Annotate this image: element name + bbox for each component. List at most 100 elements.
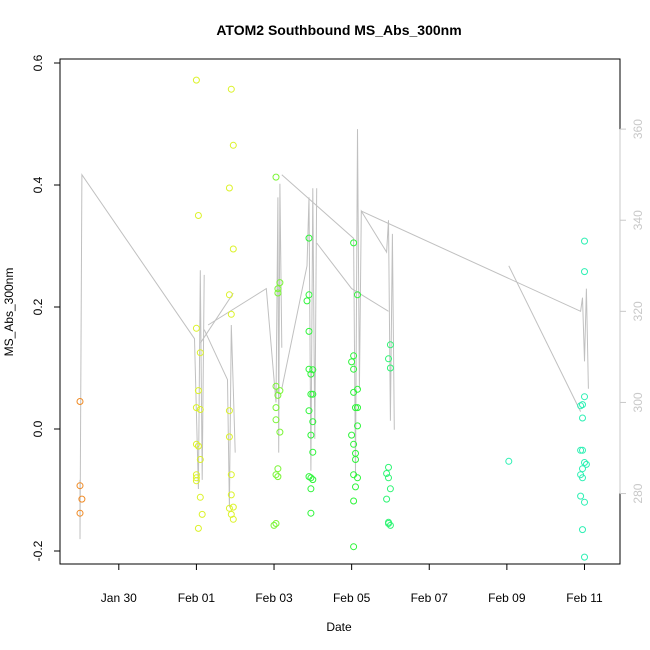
x-axis: Jan 30 Feb 01 Feb 03 Feb 05 Feb 07 Feb 09 Feb …: [101, 563, 603, 605]
data-point: [192, 324, 200, 332]
data-point: [198, 510, 206, 518]
data-point: [309, 448, 317, 456]
data-point: [227, 85, 235, 93]
y-tick-label: 0.6: [31, 54, 45, 71]
data-point: [309, 390, 317, 398]
plot-area: [59, 58, 621, 565]
data-point: [194, 387, 202, 395]
data-point: [76, 482, 84, 490]
secondary-trace-line: [207, 183, 283, 453]
secondary-trace-line: [203, 324, 236, 508]
data-point: [385, 474, 392, 482]
y-tick-label: -0.2: [31, 540, 45, 561]
data-point: [577, 492, 585, 500]
data-point: [225, 504, 233, 512]
secondary-trace-line: [281, 129, 395, 476]
data-point: [229, 515, 237, 523]
y2-axis: 280 300 320 340 360: [619, 119, 645, 504]
data-point: [386, 364, 394, 372]
data-point: [581, 459, 588, 466]
data-point: [76, 398, 84, 405]
secondary-trace-group: [79, 129, 589, 540]
data-point: [276, 279, 284, 287]
data-point: [350, 440, 358, 448]
data-point: [303, 297, 311, 305]
y-tick-label: 0.0: [31, 420, 45, 437]
data-point: [350, 388, 358, 396]
data-point: [225, 407, 233, 415]
data-point: [352, 404, 359, 412]
data-point: [309, 366, 317, 374]
y-axis-title: MS_Abs_300nm: [2, 268, 16, 357]
data-point: [309, 418, 317, 426]
y-tick-label: 0.2: [31, 298, 45, 315]
data-point: [579, 526, 586, 534]
data-point: [386, 485, 394, 493]
data-point: [227, 471, 235, 479]
y2-tick-label: 300: [631, 392, 645, 412]
data-point: [194, 212, 202, 219]
secondary-trace-line: [316, 242, 389, 312]
data-point: [229, 245, 237, 253]
y-axis: -0.2 0.0 0.2 0.4 0.6: [31, 54, 61, 561]
data-point: [354, 291, 361, 299]
data-point: [581, 237, 588, 245]
data-point: [192, 440, 200, 448]
data-point: [577, 446, 585, 454]
data-point: [270, 521, 278, 529]
data-point: [305, 291, 313, 299]
x-tick-label: Feb 09: [488, 591, 526, 605]
data-point: [227, 491, 235, 499]
data-point: [581, 268, 588, 276]
data-point: [350, 365, 358, 373]
secondary-trace-line: [199, 292, 234, 344]
data-point: [354, 422, 361, 430]
data-point: [274, 465, 282, 473]
x-tick-label: Feb 03: [255, 591, 293, 605]
data-point: [276, 428, 284, 436]
data-point: [348, 358, 356, 366]
data-point: [272, 471, 280, 479]
x-tick-label: Feb 05: [333, 591, 371, 605]
secondary-trace-line: [79, 173, 205, 540]
data-point: [350, 497, 358, 505]
data-point: [383, 470, 391, 477]
data-point: [354, 385, 361, 393]
data-point: [225, 291, 233, 299]
data-point: [192, 477, 200, 485]
data-point: [225, 433, 233, 441]
x-tick-label: Jan 30: [101, 591, 137, 605]
data-point: [227, 310, 235, 318]
data-point: [579, 414, 586, 422]
y2-tick-label: 360: [631, 119, 645, 139]
data-point: [194, 524, 202, 532]
data-point: [305, 327, 313, 335]
data-point: [307, 431, 315, 439]
data-point: [192, 404, 200, 412]
x-tick-label: Feb 11: [566, 591, 603, 605]
data-point: [579, 474, 586, 482]
data-point: [348, 431, 356, 439]
data-point: [272, 173, 280, 181]
data-point: [196, 406, 204, 413]
data-point: [225, 184, 233, 192]
secondary-trace-line: [361, 210, 589, 389]
secondary-trace-line: [281, 188, 318, 471]
data-point: [274, 391, 282, 399]
scatter-point-group: [76, 76, 590, 561]
data-point: [354, 404, 361, 412]
data-point: [581, 553, 588, 561]
y-tick-label: 0.4: [31, 176, 45, 193]
data-point: [272, 404, 280, 412]
data-point: [307, 370, 315, 378]
y2-tick-label: 320: [631, 301, 645, 321]
data-point: [386, 521, 394, 529]
data-point: [272, 382, 280, 390]
data-point: [78, 495, 86, 503]
data-point: [229, 141, 237, 149]
data-point: [386, 341, 394, 349]
data-point: [350, 352, 358, 360]
data-point: [192, 474, 200, 482]
data-point: [229, 503, 237, 511]
